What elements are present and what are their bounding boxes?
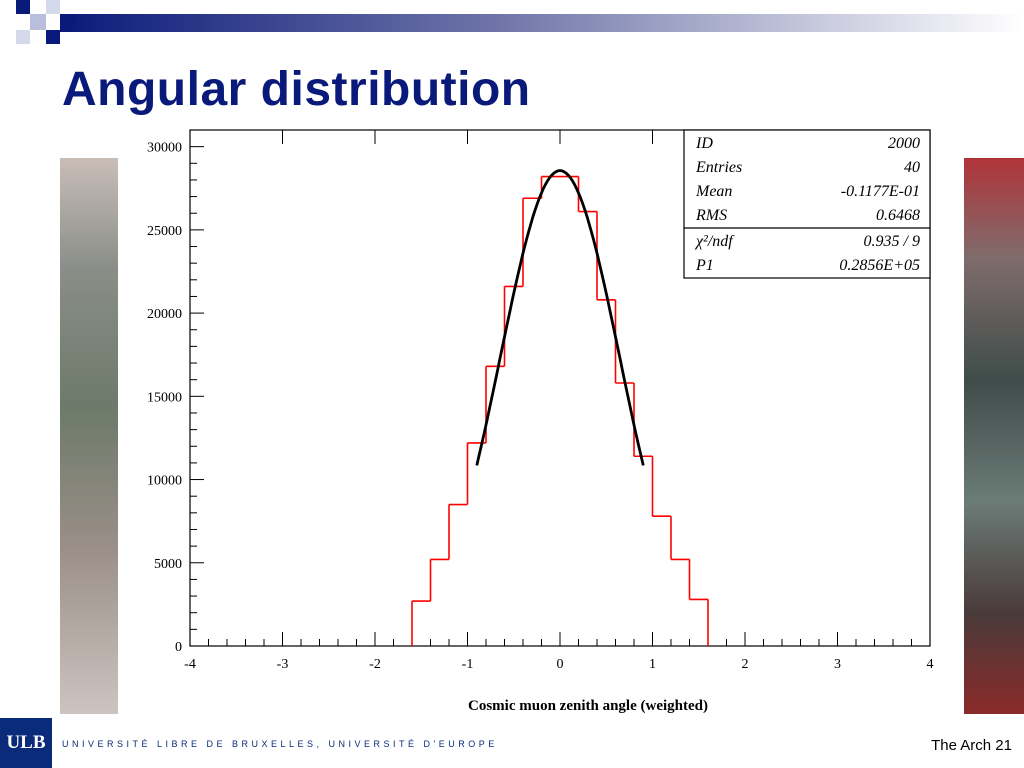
- stats-value: 40: [904, 159, 920, 176]
- y-tick-label: 10000: [147, 474, 182, 489]
- slide-title: Angular distribution: [62, 63, 531, 116]
- x-tick-label: -1: [462, 657, 474, 672]
- fit-label: χ²/ndf: [694, 233, 735, 250]
- x-tick-label: 3: [834, 657, 841, 672]
- stats-value: -0.1177E-01: [841, 183, 920, 200]
- y-tick-label: 25000: [147, 224, 182, 239]
- y-tick-label: 15000: [147, 390, 182, 405]
- y-tick-label: 0: [175, 640, 182, 655]
- chart-panel: -4 -3 -2 -1 0 1 2 3 4 0 5000 10000 15000 20000 25000 30…: [118, 118, 964, 716]
- x-axis-label: Cosmic muon zenith angle (weighted): [468, 698, 708, 714]
- x-tick-label: 0: [557, 657, 564, 672]
- x-tick-label: 4: [927, 657, 934, 672]
- header-decoration: [0, 0, 1024, 48]
- y-tick-label: 20000: [147, 307, 182, 322]
- footer-university-name: UNIVERSITÉ LIBRE DE BRUXELLES, UNIVERSIT…: [62, 739, 498, 749]
- stats-value: 2000: [888, 135, 920, 152]
- footer-slide-label: The Arch 21: [931, 737, 1012, 754]
- stats-label: RMS: [695, 207, 727, 224]
- stats-value: 0.6468: [876, 207, 920, 224]
- x-tick-label: 1: [649, 657, 656, 672]
- stats-label: Mean: [695, 183, 732, 200]
- histogram-chart: -4 -3 -2 -1 0 1 2 3 4050001000015000200002500030…: [147, 129, 934, 714]
- stats-label: Entries: [695, 159, 742, 176]
- axes: -4 -3 -2 -1 0 1 2 3 4050001000015000200002500030…: [147, 129, 934, 672]
- stats-box: ID 2000 Entries 40 Mean -0.1177E-01 RMS 0.6468 χ…: [683, 129, 931, 279]
- histogram-series: [411, 175, 709, 646]
- x-tick-label: -2: [369, 657, 381, 672]
- x-tick-label: -4: [184, 657, 196, 672]
- stats-label: ID: [695, 135, 713, 152]
- fit-value: 0.935 / 9: [864, 233, 920, 250]
- gaussian-fit: [475, 169, 645, 466]
- header-gradient-bar: [16, 0, 1024, 44]
- background-photo-right: [964, 158, 1024, 714]
- background-photo-left: [60, 158, 120, 714]
- fit-label: P1: [695, 257, 714, 274]
- y-tick-label: 5000: [154, 557, 182, 572]
- ulb-logo: ULB: [0, 718, 52, 768]
- x-tick-label: 2: [742, 657, 749, 672]
- x-tick-label: -3: [277, 657, 289, 672]
- fit-curve: [475, 169, 645, 466]
- stats-frame: [683, 129, 931, 279]
- y-tick-label: 30000: [147, 141, 182, 156]
- fit-value: 0.2856E+05: [839, 257, 920, 274]
